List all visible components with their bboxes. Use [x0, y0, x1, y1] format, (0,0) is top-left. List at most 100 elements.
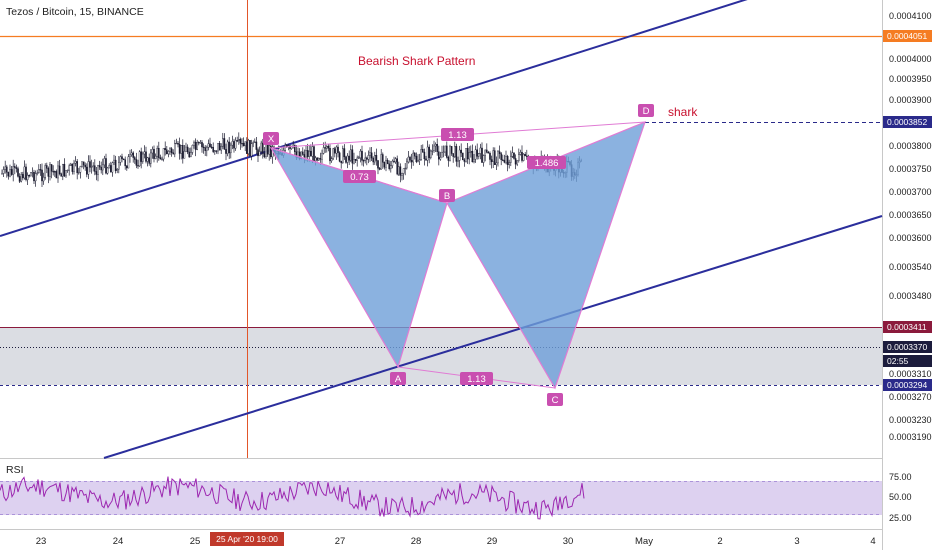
time-tick: 2	[717, 536, 722, 547]
ratio-label-xd[interactable]: 1.13	[441, 128, 474, 141]
candle-body	[414, 152, 416, 157]
candle-body	[308, 150, 311, 157]
candle-body	[422, 149, 424, 153]
point-label-x[interactable]: X	[263, 132, 279, 145]
channel-upper-line[interactable]	[0, 0, 757, 237]
candle-body	[348, 155, 351, 161]
candle-body	[431, 150, 434, 152]
price-tag[interactable]: 0.0003370	[883, 341, 932, 353]
candle-body	[489, 153, 491, 160]
candle-body	[284, 145, 287, 151]
point-label-c[interactable]: C	[547, 393, 563, 406]
candle-body	[486, 149, 488, 153]
candle-body	[194, 141, 197, 150]
candle-body	[138, 151, 141, 167]
candle-body	[157, 148, 160, 158]
candle-body	[215, 150, 218, 152]
candle-body	[265, 143, 267, 157]
price-tick: 0.0003190	[889, 432, 932, 442]
candle-body	[129, 154, 131, 157]
candle-body	[340, 161, 343, 164]
point-label-d[interactable]: D	[638, 104, 654, 117]
candle-body	[479, 147, 482, 154]
candle-body	[516, 160, 518, 165]
rsi-tick-75: 75.00	[889, 472, 912, 482]
cursor-time-tag: 25 Apr '20 19:00	[210, 532, 284, 546]
candle-body	[458, 149, 461, 161]
channel-lower-line[interactable]	[103, 215, 883, 459]
candle-body	[518, 154, 520, 161]
rsi-line[interactable]	[0, 476, 585, 520]
price-tick: 0.0003310	[889, 369, 932, 379]
candle-body	[402, 168, 405, 174]
candle-body	[476, 149, 479, 157]
candle-body	[85, 166, 88, 175]
candle-body	[98, 165, 101, 168]
candle-body	[145, 151, 147, 162]
candle-body	[434, 144, 437, 147]
candle-body	[114, 159, 117, 171]
time-tick: May	[635, 536, 653, 547]
candle-body	[407, 156, 410, 163]
price-tag[interactable]: 0.0003294	[883, 379, 932, 391]
ratio-label-abc[interactable]: 1.486	[527, 156, 566, 169]
candle-body	[350, 149, 352, 161]
price-tick: 0.0003800	[889, 141, 932, 151]
candle-body	[39, 169, 42, 171]
candle-body	[385, 160, 387, 168]
candle-body	[420, 149, 423, 160]
candle-body	[263, 152, 266, 157]
point-label-b[interactable]: B	[439, 189, 455, 202]
ratio-label-ac[interactable]: 1.13	[460, 372, 493, 385]
time-axis[interactable]	[0, 529, 882, 550]
candle-body	[18, 176, 21, 182]
rsi-label: RSI	[6, 464, 24, 476]
candle-body	[364, 157, 367, 161]
candle-body	[415, 155, 418, 162]
candle-body	[4, 166, 6, 170]
candle-body	[156, 148, 159, 157]
candle-body	[394, 158, 397, 163]
candle-body	[122, 158, 125, 160]
price-tag[interactable]: 0.0003411	[883, 321, 932, 333]
candle-body	[478, 153, 480, 157]
candle-body	[447, 157, 450, 161]
price-axis[interactable]	[882, 0, 932, 550]
candle-body	[346, 155, 349, 163]
candle-body	[452, 153, 455, 157]
candle-series	[1, 132, 582, 187]
candle-body	[33, 171, 35, 182]
candle-body	[383, 162, 386, 168]
candle-body	[380, 154, 383, 170]
candle-body	[319, 158, 322, 160]
price-tag[interactable]: 02:55	[883, 355, 932, 367]
candle-body	[183, 151, 186, 159]
candle-body	[109, 165, 112, 173]
candle-body	[463, 159, 466, 162]
candle-body	[474, 149, 477, 160]
price-tags: 0.0004051 0.0003852 0.0003411 0.0003370 02:5…	[883, 30, 932, 391]
candle-body	[175, 142, 178, 145]
ratio-label-xab[interactable]: 0.73	[343, 170, 376, 183]
candle-body	[332, 148, 335, 159]
candle-body	[69, 163, 72, 166]
candle-body	[46, 165, 48, 169]
candle-body	[393, 160, 395, 163]
point-label-a[interactable]: A	[390, 372, 406, 385]
price-tag[interactable]: 0.0004051	[883, 30, 932, 42]
candle-body	[326, 146, 328, 149]
candle-body	[9, 169, 11, 177]
candle-body	[117, 162, 120, 170]
range-box[interactable]	[0, 327, 882, 385]
candle-body	[313, 146, 315, 162]
candle-body	[406, 161, 408, 169]
candle-body	[471, 150, 474, 163]
price-tag[interactable]: 0.0003852	[883, 116, 932, 128]
candle-body	[258, 151, 261, 157]
candle-body	[428, 146, 431, 158]
main-pane[interactable]	[0, 0, 882, 458]
time-tick: 30	[563, 536, 574, 547]
candle-body	[49, 164, 51, 177]
candle-body	[294, 144, 296, 152]
